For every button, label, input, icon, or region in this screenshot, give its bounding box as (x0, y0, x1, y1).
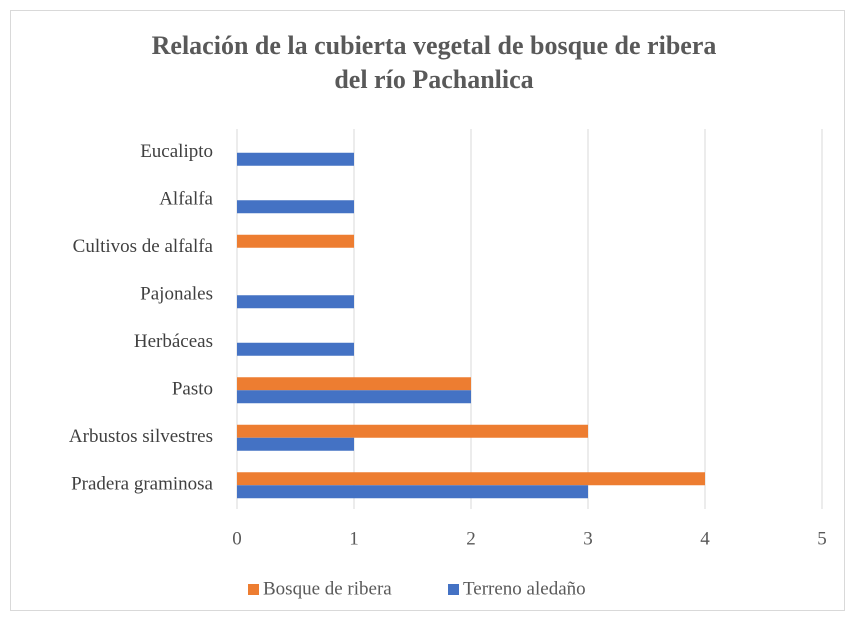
bar (237, 200, 354, 214)
y-tick-label: Alfalfa (159, 189, 213, 210)
legend-label: Bosque de ribera (263, 578, 392, 599)
bar (237, 342, 354, 356)
y-tick-label: Cultivos de alfalfa (73, 236, 214, 257)
chart-border (10, 10, 845, 611)
bar (237, 424, 588, 438)
legend-swatch (448, 584, 459, 595)
bar (237, 472, 705, 486)
y-tick-label: Pradera graminosa (71, 474, 213, 495)
y-tick-label: Arbustos silvestres (69, 426, 213, 447)
x-tick-label: 2 (466, 528, 476, 549)
y-tick-label: Herbáceas (134, 331, 213, 352)
bar (237, 485, 588, 499)
legend-swatch (248, 584, 259, 595)
bar (237, 377, 471, 391)
legend-label: Terreno aledaño (463, 578, 586, 599)
x-tick-label: 5 (817, 528, 827, 549)
chart-title: del río Pachanlica (334, 65, 533, 94)
y-tick-label: Pasto (172, 379, 213, 400)
y-tick-label: Eucalipto (140, 141, 213, 162)
x-tick-label: 3 (583, 528, 593, 549)
chart-title: Relación de la cubierta vegetal de bosqu… (152, 31, 717, 60)
bar (237, 437, 354, 451)
y-tick-label: Pajonales (140, 284, 213, 305)
x-tick-label: 0 (232, 528, 242, 549)
x-tick-label: 4 (700, 528, 710, 549)
x-tick-label: 1 (349, 528, 359, 549)
bar (237, 152, 354, 166)
bar (237, 234, 354, 248)
bar (237, 295, 354, 309)
bar (237, 390, 471, 404)
